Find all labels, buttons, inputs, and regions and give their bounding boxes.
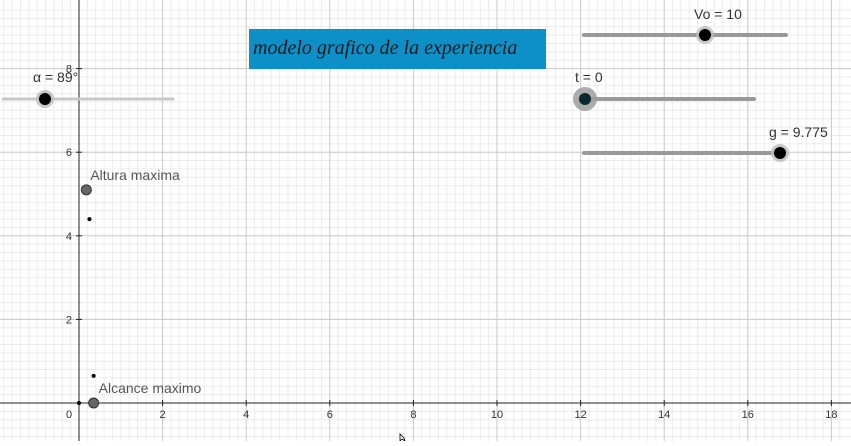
x-tick-label: 2 [160, 409, 166, 421]
mouse-cursor-icon [400, 434, 405, 441]
trajectory-dot [77, 401, 81, 405]
x-tick-label: 4 [243, 409, 249, 421]
y-tick-label: 6 [66, 147, 72, 159]
slider-g-handle[interactable] [774, 147, 786, 159]
x-tick-label: 14 [658, 409, 670, 421]
y-tick-label: 4 [66, 231, 72, 243]
y-tick-label: 2 [66, 314, 72, 326]
x-tick-label: 12 [574, 409, 586, 421]
x-tick-label: 16 [742, 409, 754, 421]
slider-alpha-label: α = 89° [33, 69, 78, 85]
x-tick-label: 6 [327, 409, 333, 421]
point-alcance-maximo[interactable] [89, 398, 99, 408]
x-tick-label: 10 [491, 409, 503, 421]
point-altura-maxima[interactable] [81, 185, 91, 195]
x-tick-label: 8 [410, 409, 416, 421]
trajectory-dot [87, 217, 91, 221]
point-alcance-maximo-label: Alcance maximo [99, 380, 202, 396]
slider-t-handle[interactable] [579, 93, 591, 105]
title-box[interactable]: modelo grafico de la experiencia [249, 29, 546, 69]
origin-label: 0 [66, 409, 72, 421]
x-tick-label: 18 [825, 409, 837, 421]
point-altura-maxima-label: Altura maxima [90, 167, 180, 183]
slider-t[interactable]: t = 0 [573, 69, 754, 111]
slider-t-label: t = 0 [575, 69, 603, 85]
trajectory-dot [92, 374, 96, 378]
slider-vo-handle[interactable] [699, 29, 711, 41]
slider-g-label: g = 9.775 [769, 124, 828, 140]
slider-alpha-handle[interactable] [39, 93, 51, 105]
title-text: modelo grafico de la experiencia [253, 37, 517, 59]
slider-vo-label: Vo = 10 [694, 6, 742, 22]
